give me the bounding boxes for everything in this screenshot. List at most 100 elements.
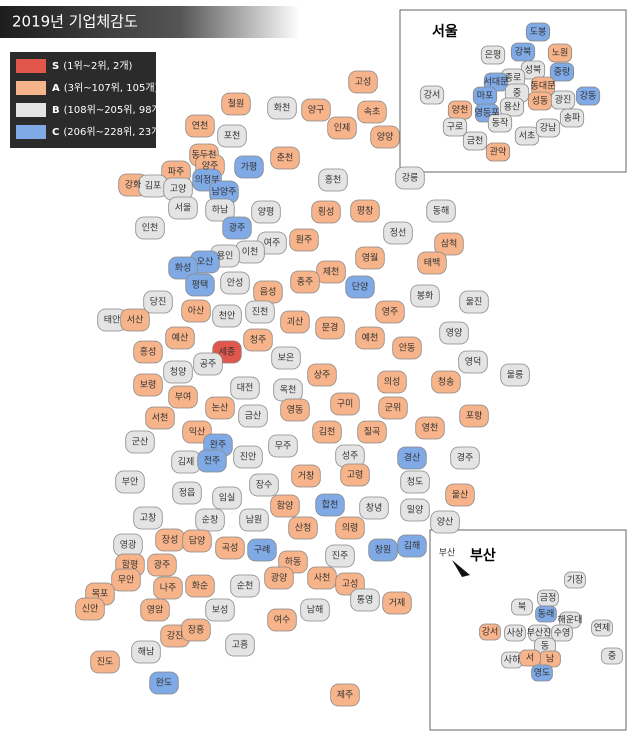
region-label: 영등포 xyxy=(475,108,500,119)
region-label: 태안 xyxy=(104,315,121,326)
region-label: 목포 xyxy=(92,589,109,600)
region-shape xyxy=(559,108,585,128)
region-label: 삼척 xyxy=(441,239,458,250)
region-shape xyxy=(479,623,501,641)
region-label: 금정 xyxy=(540,593,557,604)
region-label: 강릉 xyxy=(402,173,419,184)
region-shape xyxy=(165,326,195,350)
region-shape xyxy=(330,683,360,707)
region-shape xyxy=(378,396,408,420)
region-shape xyxy=(419,85,445,105)
legend-swatch xyxy=(16,103,46,117)
region-shape xyxy=(280,398,310,422)
region-shape xyxy=(125,430,155,454)
region-shape xyxy=(359,496,389,520)
region-shape xyxy=(270,494,300,518)
region-label: 고흥 xyxy=(232,639,249,651)
region-shape xyxy=(511,598,533,616)
region-label: 해운대 xyxy=(558,615,583,626)
region-label: 사상 xyxy=(507,628,524,639)
region-label: 영광 xyxy=(120,539,137,551)
region-label: 청송 xyxy=(438,377,455,388)
region-label: 무안 xyxy=(118,575,135,586)
region-label: 인천 xyxy=(142,223,159,234)
region-label: 완도 xyxy=(156,678,173,689)
region-label: 보은 xyxy=(278,353,295,364)
region-shape xyxy=(181,618,211,642)
region-shape xyxy=(143,290,173,314)
region-shape xyxy=(233,445,263,469)
regions xyxy=(75,22,623,707)
region-shape xyxy=(434,232,464,256)
region-shape xyxy=(268,434,298,458)
region-shape xyxy=(350,199,380,223)
region-shape xyxy=(426,199,456,223)
legend-swatch xyxy=(16,81,46,95)
region-label: 동대문 xyxy=(531,81,556,92)
region-shape xyxy=(417,251,447,275)
region-label: 순창 xyxy=(202,515,219,526)
region-label: 양주 xyxy=(202,161,219,172)
region-label: 칠곡 xyxy=(364,427,381,438)
region-label: 평창 xyxy=(357,206,374,217)
region-shape xyxy=(383,221,413,245)
region-label: 남양주 xyxy=(212,187,237,198)
region-shape xyxy=(185,574,215,598)
region-label: 진천 xyxy=(252,307,269,318)
region-label: 충주 xyxy=(297,277,314,288)
region-label: 속초 xyxy=(364,107,381,118)
region-shape xyxy=(357,100,387,124)
busan-pointer-arrow xyxy=(452,560,470,577)
title: 2019년 기업체감도 xyxy=(12,13,138,31)
region-label: 파주 xyxy=(168,167,185,178)
region-shape xyxy=(445,483,475,507)
region-label: 화천 xyxy=(274,103,291,114)
region-shape xyxy=(145,406,175,430)
region-shape xyxy=(288,516,318,540)
region-label: 산청 xyxy=(295,523,312,534)
region-shape xyxy=(325,544,355,568)
region-label: 중랑 xyxy=(554,66,571,78)
region-label: 창원 xyxy=(375,545,392,556)
region-label: 원주 xyxy=(296,235,313,246)
region-label: 동작 xyxy=(492,118,509,129)
region-label: 영천 xyxy=(422,423,439,434)
region-shape xyxy=(430,510,460,534)
region-label: 송파 xyxy=(564,113,581,124)
region-shape xyxy=(221,92,251,116)
region-label: 함평 xyxy=(122,560,139,571)
region-shape xyxy=(212,486,242,510)
region-label: 부여 xyxy=(175,391,192,403)
region-label: 용산 xyxy=(504,102,521,113)
legend-text: (206위~228위, 23개) xyxy=(63,125,164,138)
region-shape xyxy=(75,597,105,621)
region-label: 영동 xyxy=(287,405,304,416)
region-label: 신안 xyxy=(82,604,99,615)
region-label: 진도 xyxy=(97,657,114,668)
region-shape xyxy=(193,352,223,376)
region-label: 서초 xyxy=(519,131,536,142)
region-shape xyxy=(215,536,245,560)
region-shape xyxy=(459,290,489,314)
region-label: 천안 xyxy=(219,311,236,322)
region-shape xyxy=(251,200,281,224)
region-label: 봉화 xyxy=(417,291,434,302)
region-label: 진주 xyxy=(332,551,349,562)
region-label: 강동 xyxy=(580,91,597,102)
region-shape xyxy=(217,124,247,148)
region-shape xyxy=(264,566,294,590)
region-label: 고령 xyxy=(347,469,364,481)
region-shape xyxy=(535,605,557,623)
region-label: 구미 xyxy=(337,399,354,410)
region-shape xyxy=(459,404,489,428)
region-label: 장수 xyxy=(256,480,273,491)
region-label: 부산진 xyxy=(527,628,552,639)
region-shape xyxy=(133,506,163,530)
legend-label: A (3위~107위, 105개) xyxy=(52,81,159,94)
region-label: 합천 xyxy=(322,500,339,511)
region-label: 금천 xyxy=(467,136,484,147)
region-shape xyxy=(311,200,341,224)
region-shape xyxy=(230,376,260,400)
legend-text: (108위~205위, 98개) xyxy=(64,103,165,116)
